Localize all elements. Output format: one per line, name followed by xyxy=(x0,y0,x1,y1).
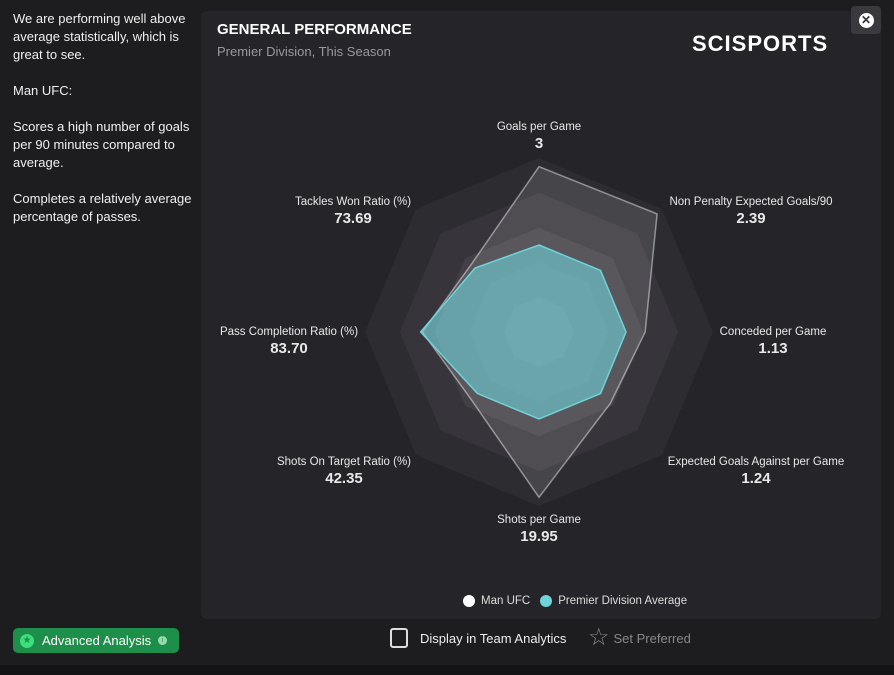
axis-label-shots: Shots per Game 19.95 xyxy=(497,514,581,545)
info-icon[interactable]: i xyxy=(158,636,168,645)
axis-label-goals: Goals per Game 3 xyxy=(496,121,582,152)
analysis-text: We are performing well above average sta… xyxy=(13,11,192,224)
axis-label-xga: Expected Goals Against per Game 1.24 xyxy=(667,456,845,487)
close-button[interactable]: ✕ xyxy=(851,6,881,34)
advanced-analysis-label: Advanced Analysis xyxy=(42,633,152,648)
close-icon: ✕ xyxy=(858,12,874,28)
sidebar: We are performing well above average sta… xyxy=(0,0,200,665)
set-preferred-label: Set Preferred xyxy=(613,630,691,646)
set-preferred-button[interactable]: ☆ Set Preferred xyxy=(588,626,691,650)
scisports-logo: SCISPORTS xyxy=(692,31,829,56)
series-average xyxy=(419,244,627,420)
legend: Man UFC Premier Division Average xyxy=(463,595,687,607)
star-outline-icon: ☆ xyxy=(588,624,610,651)
legend-man-ufc: Man UFC xyxy=(481,595,531,607)
display-team-analytics-checkbox[interactable]: Display in Team Analytics xyxy=(390,628,566,648)
legend-dot-man-ufc xyxy=(463,595,475,607)
display-team-analytics-label: Display in Team Analytics xyxy=(420,630,567,646)
footer-strip xyxy=(0,665,894,675)
legend-average: Premier Division Average xyxy=(558,595,688,607)
axis-label-npxg: Non Penalty Expected Goals/90 2.39 xyxy=(669,196,833,227)
legend-dot-average xyxy=(540,595,553,607)
panel-title: GENERAL PERFORMANCE xyxy=(217,21,412,38)
panel-subtitle: Premier Division, This Season xyxy=(217,44,391,59)
axis-label-pass-completion: Pass Completion Ratio (%) 83.70 xyxy=(219,326,359,357)
radar-chart xyxy=(365,158,713,506)
axis-label-shots-on-target: Shots On Target Ratio (%) 42.35 xyxy=(276,456,412,487)
star-badge-icon: ★ xyxy=(20,633,34,648)
advanced-analysis-button[interactable]: ★ Advanced Analysis i xyxy=(13,628,179,653)
checkbox-icon[interactable] xyxy=(390,628,408,648)
axis-label-conceded: Conceded per Game 1.13 xyxy=(719,326,827,357)
axis-label-tackles: Tackles Won Ratio (%) 73.69 xyxy=(294,196,412,227)
